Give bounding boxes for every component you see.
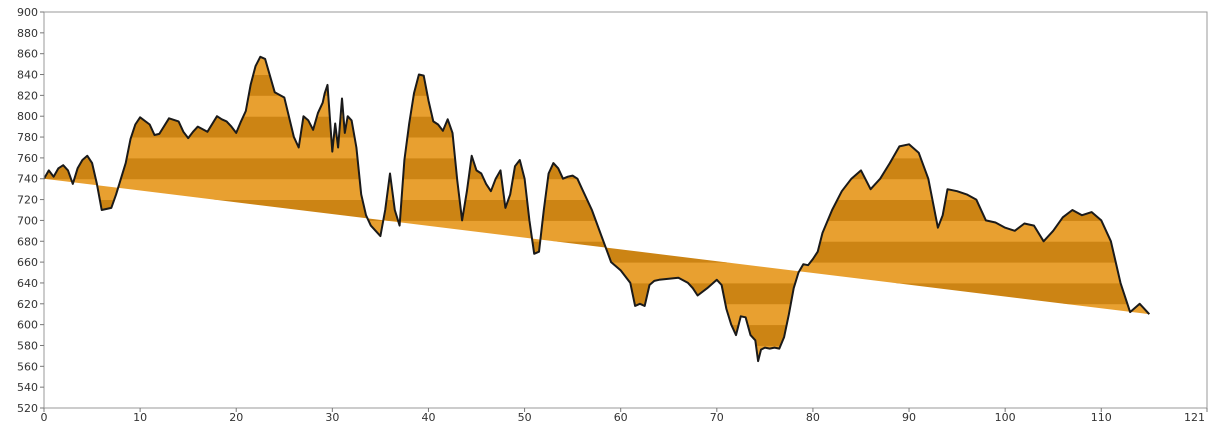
y-tick-label: 860 xyxy=(17,48,38,61)
y-tick-label: 580 xyxy=(17,339,38,352)
y-tick-label: 620 xyxy=(17,298,38,311)
fill-band xyxy=(44,241,1150,263)
x-tick-label: 20 xyxy=(229,411,243,421)
x-tick-label: 90 xyxy=(902,411,916,421)
x-tick-label: 121 xyxy=(1184,411,1205,421)
x-tick-label: 70 xyxy=(710,411,724,421)
x-tick-label: 50 xyxy=(518,411,532,421)
y-tick-label: 780 xyxy=(17,131,38,144)
fill-band xyxy=(44,345,1150,362)
y-tick-label: 760 xyxy=(17,152,38,165)
fill-band xyxy=(44,137,1150,159)
x-tick-label: 40 xyxy=(421,411,435,421)
x-tick-label: 60 xyxy=(614,411,628,421)
fill-band xyxy=(44,220,1150,242)
y-tick-label: 820 xyxy=(17,89,38,102)
fill-band xyxy=(44,33,1207,54)
fill-band xyxy=(44,199,1150,221)
fill-band xyxy=(44,116,1150,138)
fill-band xyxy=(44,387,1207,408)
y-axis: 520 540 560 580 600 620 640 660 680 700 720 740 760 7… xyxy=(17,6,44,415)
fill-band xyxy=(44,262,1150,284)
fill-band xyxy=(44,95,1150,117)
y-tick-label: 720 xyxy=(17,194,38,207)
y-tick-label: 640 xyxy=(17,277,38,290)
y-tick-label: 540 xyxy=(17,381,38,394)
y-tick-label: 700 xyxy=(17,214,38,227)
plot-frame xyxy=(43,11,1208,409)
fill-band xyxy=(44,178,1150,200)
fill-band xyxy=(44,56,1150,75)
elevation-profile-line xyxy=(43,55,1151,363)
x-tick-label: 100 xyxy=(995,411,1016,421)
y-tick-label: 800 xyxy=(17,110,38,123)
y-tick-label: 680 xyxy=(17,235,38,248)
y-tick-label: 600 xyxy=(17,319,38,332)
fill-band xyxy=(44,366,1207,387)
x-tick-label: 110 xyxy=(1091,411,1112,421)
x-tick-label: 10 xyxy=(133,411,147,421)
x-tick-label: 0 xyxy=(41,411,48,421)
fill-band xyxy=(44,12,1207,33)
fill-band xyxy=(44,303,1150,326)
y-tick-label: 560 xyxy=(17,360,38,373)
y-tick-label: 900 xyxy=(17,6,38,19)
fill-band xyxy=(44,282,1150,305)
area-fill-stripes xyxy=(44,12,1207,408)
y-tick-label: 840 xyxy=(17,69,38,82)
y-tick-label: 740 xyxy=(17,173,38,186)
x-tick-label: 80 xyxy=(806,411,820,421)
x-tick-label: 30 xyxy=(325,411,339,421)
fill-band xyxy=(44,324,1150,346)
y-tick-label: 660 xyxy=(17,256,38,269)
y-tick-label: 520 xyxy=(17,402,38,415)
y-tick-label: 880 xyxy=(17,27,38,40)
fill-band xyxy=(44,157,1150,180)
x-axis: 0 10 20 30 40 50 60 70 80 90 100 110 121 xyxy=(41,408,1208,421)
fill-band xyxy=(44,74,1150,96)
